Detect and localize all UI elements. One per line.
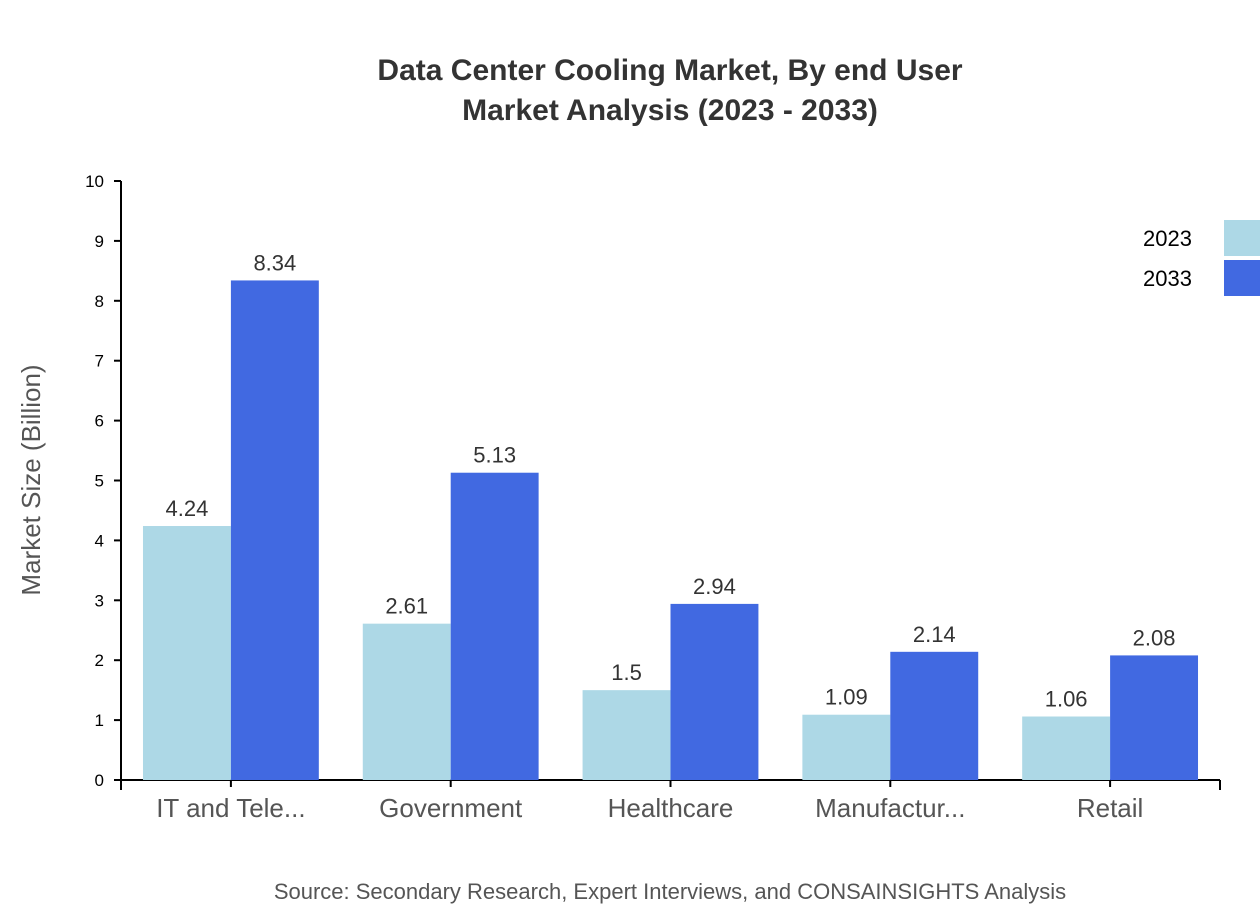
- bar-2033: [670, 603, 759, 780]
- y-tick-label: 10: [85, 172, 104, 191]
- data-label: 1.5: [611, 660, 642, 685]
- chart-subtitle: Market Analysis (2023 - 2033): [462, 94, 878, 127]
- legend-label: 2033: [1143, 266, 1192, 291]
- x-tick-label: Healthcare: [608, 793, 734, 823]
- data-label: 2.94: [693, 574, 736, 599]
- y-tick-label: 9: [95, 232, 104, 251]
- y-tick-label: 8: [95, 292, 104, 311]
- bar-2033: [230, 280, 319, 780]
- bar-2023: [142, 526, 231, 780]
- data-label: 5.13: [473, 443, 516, 468]
- bar-2033: [1110, 655, 1199, 780]
- legend-label: 2023: [1143, 226, 1192, 251]
- data-label: 2.14: [913, 622, 956, 647]
- bar-2033: [450, 472, 539, 780]
- data-label: 8.34: [253, 250, 296, 275]
- x-tick-label: Government: [379, 793, 523, 823]
- bar-2033: [890, 651, 979, 780]
- y-axis-label: Market Size (Billion): [16, 364, 46, 595]
- data-label: 4.24: [166, 496, 209, 521]
- chart-title: Data Center Cooling Market, By end User: [377, 54, 962, 87]
- y-tick-label: 1: [95, 711, 104, 730]
- data-label: 2.08: [1133, 625, 1176, 650]
- bar-2023: [582, 690, 671, 780]
- source-note: Source: Secondary Research, Expert Inter…: [274, 879, 1066, 904]
- bar-2023: [1022, 716, 1111, 780]
- bar-2023: [362, 623, 451, 780]
- y-tick-label: 0: [95, 771, 104, 790]
- y-tick-label: 5: [95, 472, 104, 491]
- y-tick-label: 4: [95, 531, 104, 550]
- x-tick-label: Manufactur...: [815, 793, 965, 823]
- y-tick-label: 3: [95, 591, 104, 610]
- data-label: 2.61: [385, 594, 428, 619]
- bar-2023: [802, 714, 891, 780]
- x-tick-label: Retail: [1077, 793, 1143, 823]
- y-tick-label: 6: [95, 412, 104, 431]
- y-tick-label: 2: [95, 651, 104, 670]
- legend-swatch-2033: [1224, 260, 1260, 296]
- data-label: 1.09: [825, 685, 868, 710]
- data-label: 1.06: [1045, 687, 1088, 712]
- x-tick-label: IT and Tele...: [156, 793, 305, 823]
- y-tick-label: 7: [95, 352, 104, 371]
- legend-swatch-2023: [1224, 220, 1260, 256]
